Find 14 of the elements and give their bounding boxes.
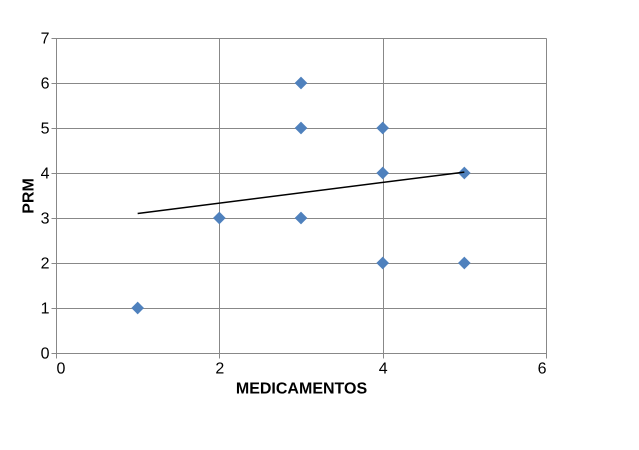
- y-tick-label: 1: [40, 300, 50, 318]
- y-tick-label: 5: [40, 120, 50, 138]
- x-tick-label: 2: [215, 360, 224, 378]
- x-tick-label: 6: [538, 360, 547, 378]
- y-tick-label: 6: [40, 76, 50, 92]
- x-tick-label: 4: [378, 360, 388, 378]
- y-tick-label: 2: [40, 256, 50, 272]
- y-tick-label: 0: [40, 346, 50, 362]
- y-tick-label: 7: [40, 30, 50, 48]
- y-axis-title: PRM: [20, 178, 38, 214]
- y-tick-label: 3: [40, 210, 50, 228]
- x-axis-title: MEDICAMENTOS: [236, 380, 368, 398]
- x-tick-label: 0: [56, 360, 66, 378]
- y-tick-label: 4: [40, 166, 50, 182]
